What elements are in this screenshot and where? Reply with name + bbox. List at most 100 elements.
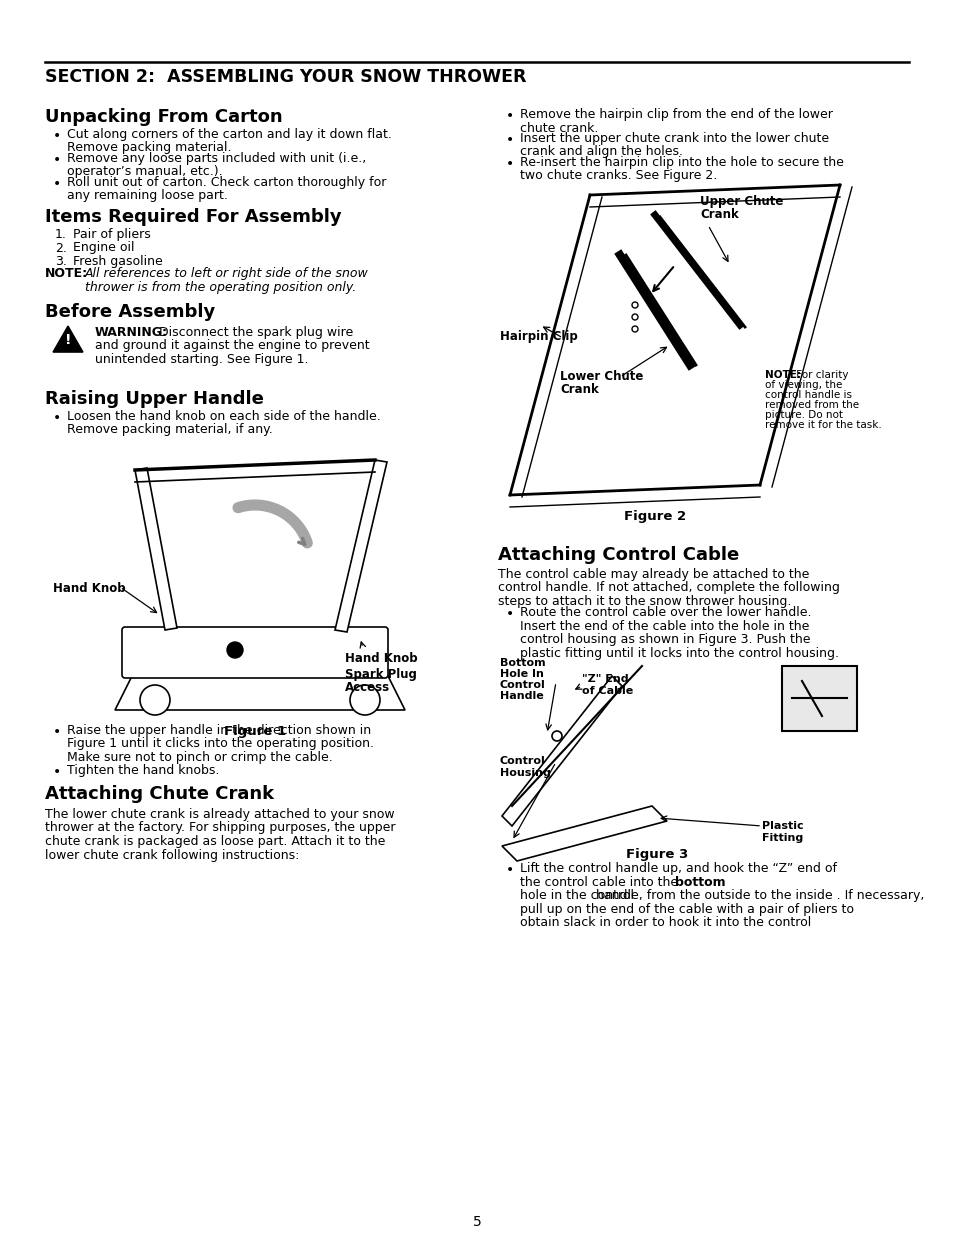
Text: Attaching Control Cable: Attaching Control Cable: [497, 546, 739, 564]
Text: thrower at the factory. For shipping purposes, the upper: thrower at the factory. For shipping pur…: [45, 821, 395, 835]
Text: the control cable into the: the control cable into the: [519, 876, 681, 888]
Bar: [781, 666, 856, 731]
Text: operator’s manual, etc.).: operator’s manual, etc.).: [67, 165, 222, 179]
Text: Re-insert the hairpin clip into the hole to secure the: Re-insert the hairpin clip into the hole…: [519, 156, 843, 169]
Text: Raise the upper handle in the direction shown in: Raise the upper handle in the direction …: [67, 724, 371, 737]
Text: All references to left or right side of the snow: All references to left or right side of …: [85, 267, 369, 280]
Polygon shape: [501, 806, 666, 861]
Text: hole in the control: hole in the control: [519, 889, 634, 902]
Text: Hand Knob: Hand Knob: [53, 582, 126, 595]
Text: SECTION 2:  ASSEMBLING YOUR SNOW THROWER: SECTION 2: ASSEMBLING YOUR SNOW THROWER: [45, 68, 526, 86]
Text: Control: Control: [499, 680, 545, 690]
FancyBboxPatch shape: [122, 627, 388, 678]
Text: Hole In: Hole In: [499, 669, 543, 679]
Text: The control cable may already be attached to the: The control cable may already be attache…: [497, 568, 808, 580]
Text: Crank: Crank: [559, 383, 598, 396]
Polygon shape: [335, 459, 387, 632]
Text: lower chute crank following instructions:: lower chute crank following instructions…: [45, 848, 299, 862]
Text: Figure 1 until it clicks into the operating position.: Figure 1 until it clicks into the operat…: [67, 737, 374, 751]
Text: •: •: [53, 177, 61, 191]
Text: bottom: bottom: [675, 876, 725, 888]
Text: •: •: [53, 153, 61, 167]
Text: Crank: Crank: [700, 207, 738, 221]
Text: of Cable: of Cable: [581, 685, 633, 697]
Text: control handle. If not attached, complete the following: control handle. If not attached, complet…: [497, 582, 839, 594]
Text: Raising Upper Handle: Raising Upper Handle: [45, 390, 264, 408]
Text: Pair of pliers: Pair of pliers: [73, 228, 151, 241]
Text: •: •: [53, 411, 61, 425]
Text: Plastic: Plastic: [761, 821, 802, 831]
Text: •: •: [505, 133, 514, 147]
Circle shape: [552, 731, 561, 741]
Text: 3.: 3.: [55, 254, 67, 268]
Text: Access: Access: [345, 680, 390, 694]
Text: any remaining loose part.: any remaining loose part.: [67, 189, 228, 203]
Text: •: •: [505, 109, 514, 124]
Text: Bottom: Bottom: [499, 658, 545, 668]
Text: thrower is from the operating position only.: thrower is from the operating position o…: [85, 280, 355, 294]
Text: handle, from the outside to the inside . If necessary,: handle, from the outside to the inside .…: [519, 889, 923, 902]
Text: picture. Do not: picture. Do not: [764, 410, 842, 420]
Text: and ground it against the engine to prevent: and ground it against the engine to prev…: [95, 340, 369, 352]
Text: Lift the control handle up, and hook the “Z” end of: Lift the control handle up, and hook the…: [519, 862, 836, 876]
Text: pull up on the end of the cable with a pair of pliers to: pull up on the end of the cable with a p…: [519, 903, 853, 915]
Text: Upper Chute: Upper Chute: [700, 195, 782, 207]
Text: •: •: [505, 606, 514, 621]
Circle shape: [631, 303, 638, 308]
Text: Hand Knob: Hand Knob: [345, 652, 417, 664]
Text: unintended starting. See Figure 1.: unintended starting. See Figure 1.: [95, 353, 308, 366]
Polygon shape: [115, 671, 405, 710]
Circle shape: [140, 685, 170, 715]
Text: Attaching Chute Crank: Attaching Chute Crank: [45, 785, 274, 803]
Text: plastic fitting until it locks into the control housing.: plastic fitting until it locks into the …: [519, 646, 838, 659]
Text: Disconnect the spark plug wire: Disconnect the spark plug wire: [154, 326, 353, 338]
Text: Housing: Housing: [499, 768, 550, 778]
Circle shape: [227, 642, 243, 658]
Text: Fitting: Fitting: [761, 832, 802, 844]
Text: control housing as shown in Figure 3. Push the: control housing as shown in Figure 3. Pu…: [519, 634, 810, 646]
Circle shape: [631, 326, 638, 332]
Text: 5: 5: [472, 1215, 481, 1229]
Text: Tighten the hand knobs.: Tighten the hand knobs.: [67, 764, 219, 777]
Text: Insert the upper chute crank into the lower chute: Insert the upper chute crank into the lo…: [519, 132, 828, 144]
Text: Route the control cable over the lower handle.: Route the control cable over the lower h…: [519, 606, 811, 619]
Text: WARNING:: WARNING:: [95, 326, 168, 338]
Text: The lower chute crank is already attached to your snow: The lower chute crank is already attache…: [45, 808, 395, 821]
Text: removed from the: removed from the: [764, 400, 859, 410]
Text: two chute cranks. See Figure 2.: two chute cranks. See Figure 2.: [519, 169, 717, 183]
Text: chute crank is packaged as loose part. Attach it to the: chute crank is packaged as loose part. A…: [45, 835, 385, 848]
Text: •: •: [505, 863, 514, 877]
Text: Insert the end of the cable into the hole in the: Insert the end of the cable into the hol…: [519, 620, 808, 632]
Text: Figure 3: Figure 3: [625, 848, 687, 861]
Text: Loosen the hand knob on each side of the handle.: Loosen the hand knob on each side of the…: [67, 410, 380, 424]
Text: "Z" End: "Z" End: [581, 674, 628, 684]
Text: Before Assembly: Before Assembly: [45, 303, 215, 321]
Text: Lower Chute: Lower Chute: [559, 370, 642, 383]
Polygon shape: [501, 676, 621, 826]
Polygon shape: [135, 468, 177, 630]
Text: NOTE:: NOTE:: [764, 370, 801, 380]
Text: !: !: [65, 333, 71, 347]
Text: of viewing, the: of viewing, the: [764, 380, 841, 390]
Text: Remove packing material.: Remove packing material.: [67, 142, 232, 154]
Text: Roll unit out of carton. Check carton thoroughly for: Roll unit out of carton. Check carton th…: [67, 177, 386, 189]
Text: chute crank.: chute crank.: [519, 121, 598, 135]
Circle shape: [350, 685, 379, 715]
Text: steps to attach it to the snow thrower housing.: steps to attach it to the snow thrower h…: [497, 595, 791, 608]
Text: obtain slack in order to hook it into the control: obtain slack in order to hook it into th…: [519, 916, 810, 929]
Text: crank and align the holes.: crank and align the holes.: [519, 146, 682, 158]
Text: Cut along corners of the carton and lay it down flat.: Cut along corners of the carton and lay …: [67, 128, 392, 141]
Text: Control: Control: [499, 756, 545, 766]
Text: Handle: Handle: [499, 692, 543, 701]
Text: •: •: [53, 725, 61, 739]
Text: Engine oil: Engine oil: [73, 242, 134, 254]
Text: NOTE:: NOTE:: [45, 267, 88, 280]
Polygon shape: [53, 326, 83, 352]
Text: •: •: [53, 764, 61, 779]
Text: Remove any loose parts included with unit (i.e.,: Remove any loose parts included with uni…: [67, 152, 366, 165]
Text: •: •: [53, 128, 61, 143]
Text: •: •: [505, 157, 514, 170]
Text: 1.: 1.: [55, 228, 67, 241]
Text: 2.: 2.: [55, 242, 67, 254]
Text: remove it for the task.: remove it for the task.: [764, 420, 881, 430]
